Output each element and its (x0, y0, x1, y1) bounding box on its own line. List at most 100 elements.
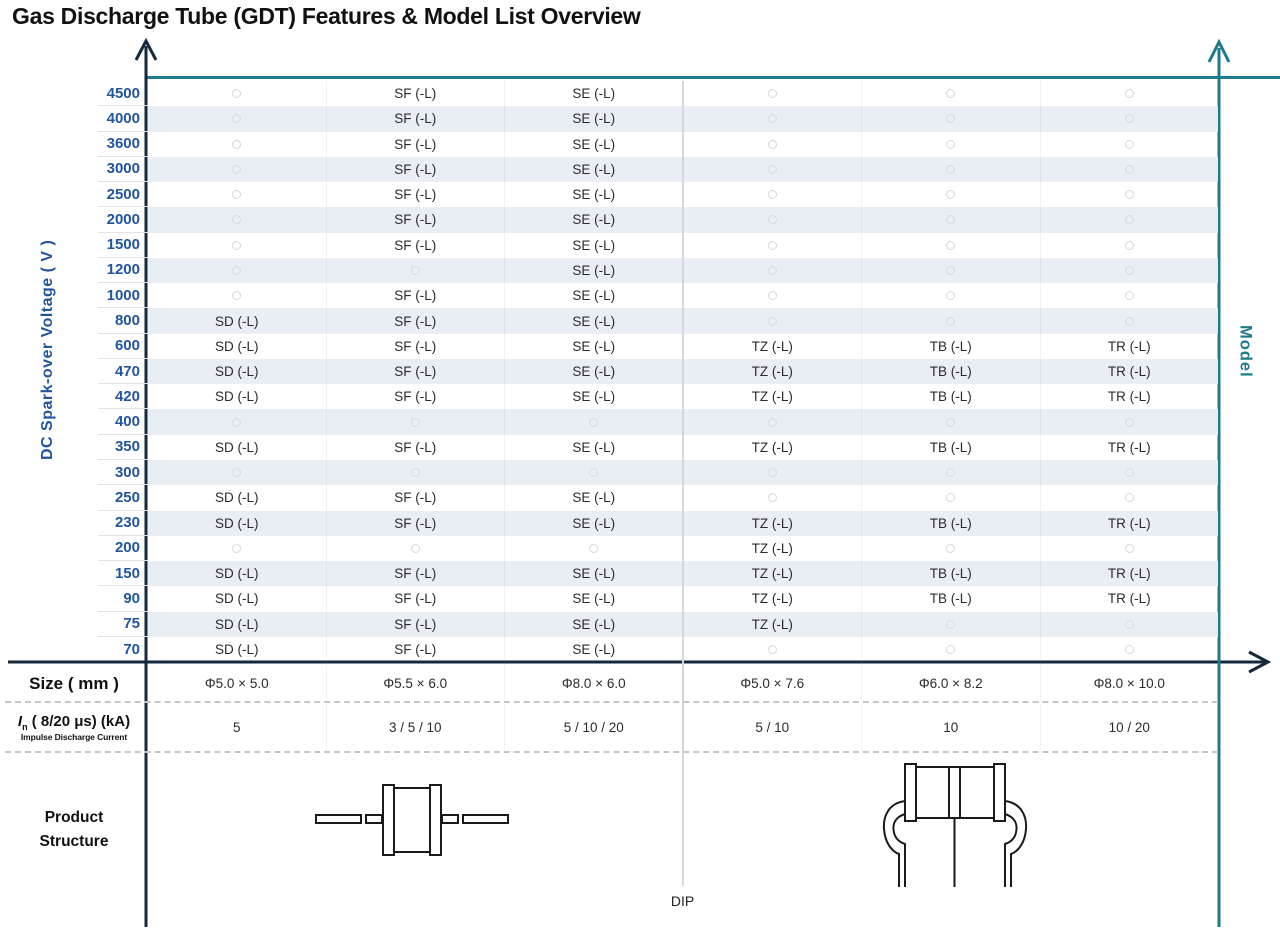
model-cell: TR (-L) (1107, 515, 1151, 531)
empty-cell (148, 207, 327, 233)
model-cell: SD (-L) (148, 434, 327, 460)
voltage-tick-label: 3600 (98, 132, 148, 157)
top-rule (146, 76, 1280, 79)
empty-circle-icon (1124, 543, 1134, 553)
table-row: 800 SD (-L) SF (-L) SE (-L) (98, 308, 1218, 334)
model-cell: SE (-L) (505, 106, 684, 132)
voltage-tick-label: 800 (98, 308, 148, 334)
row-cells: SD (-L) SF (-L) SE (-L) TZ (-L) TB (-L) TR (-… (148, 384, 1218, 410)
empty-circle-icon (767, 139, 777, 149)
page-title: Gas Discharge Tube (GDT) Features & Mode… (12, 3, 641, 29)
empty-circle-icon (767, 493, 777, 503)
empty-circle-icon (946, 215, 956, 225)
model-cell: SE (-L) (505, 561, 684, 587)
row-cells: SD (-L) SF (-L) SE (-L) TZ (-L) TB (-L) TR (-… (148, 333, 1218, 359)
row-cells: TZ (-L) (148, 535, 1218, 562)
model-cell: SD (-L) (148, 561, 327, 587)
empty-cell (684, 182, 862, 208)
empty-cell (684, 106, 862, 132)
package-type-label: DIP (670, 893, 695, 909)
table-row: 600 SD (-L) SF (-L) SE (-L) TZ (-L) TB (-L) TR… (98, 333, 1218, 359)
row-cells: SF (-L) SE (-L) (148, 81, 1218, 107)
voltage-tick-label: 2500 (98, 182, 148, 208)
empty-cell (684, 156, 862, 183)
empty-circle-icon (946, 265, 956, 275)
empty-cell (684, 207, 862, 233)
model-cell: TB (-L) (862, 434, 1041, 460)
empty-circle-icon (1124, 417, 1134, 427)
empty-cell (148, 283, 327, 309)
row-cells: SD (-L) SF (-L) SE (-L) TZ (-L) TB (-L) TR (-… (148, 586, 1218, 612)
table-row: 470 SD (-L) SF (-L) SE (-L) TZ (-L) TB (-L) TR… (98, 358, 1218, 385)
model-cell: TZ (-L) (684, 384, 862, 410)
model-cell: SF (-L) (327, 131, 505, 157)
empty-cell (684, 636, 862, 663)
empty-circle-icon (946, 417, 956, 427)
model-cell: TR (-L) (1107, 364, 1151, 380)
row-cells: SD (-L) SF (-L) SE (-L) (148, 636, 1218, 663)
voltage-tick-label: 1200 (98, 258, 148, 284)
row-cells: SD (-L) SF (-L) SE (-L) (148, 485, 1219, 511)
empty-cell (862, 485, 1041, 511)
y-axis-title: DC Spark-over Voltage ( V ) (39, 239, 56, 461)
table-row: 90 SD (-L) SF (-L) SE (-L) TZ (-L) TB (-L) TR … (98, 586, 1218, 612)
current-value: 5 / 10 (684, 704, 862, 751)
current-value: 5 / 10 / 20 (505, 704, 684, 751)
empty-circle-icon (1124, 619, 1134, 629)
empty-circle-icon (946, 164, 956, 174)
empty-circle-icon (1124, 164, 1134, 174)
table-row: 3600 SF (-L) SE (-L) (98, 131, 1218, 157)
model-cell: TB (-L) (862, 510, 1041, 536)
model-cell: SE (-L) (505, 485, 684, 511)
empty-cell (148, 131, 327, 157)
model-cell: TR (-L) (1107, 439, 1151, 455)
empty-circle-icon (767, 89, 777, 99)
impulse-current-row: In ( 8/20 μs) (kA) Impulse Discharge Cur… (0, 704, 1218, 751)
model-cell: SF (-L) (327, 434, 505, 460)
table-row: 250 SD (-L) SF (-L) SE (-L) (98, 485, 1219, 511)
voltage-tick-label: 150 (98, 561, 148, 587)
model-cell: TB (-L) (862, 561, 1041, 587)
model-cell: SF (-L) (327, 561, 505, 587)
empty-cell (148, 156, 327, 183)
empty-cell (327, 257, 505, 284)
table-row: 3000 SF (-L) SE (-L) (98, 156, 1218, 183)
empty-circle-icon (589, 417, 599, 427)
empty-cell (862, 308, 1041, 334)
table-row: 420 SD (-L) SF (-L) SE (-L) TZ (-L) TB (-L) TR… (98, 384, 1218, 410)
model-cell: TZ (-L) (684, 611, 862, 637)
empty-cell (1041, 207, 1219, 232)
model-cell: SF (-L) (327, 283, 505, 309)
model-cell: SF (-L) (327, 232, 505, 258)
empty-cell (862, 81, 1041, 107)
table-row: 300 (98, 459, 1218, 486)
empty-cell (505, 409, 684, 435)
size-value: Φ5.0 × 7.6 (684, 665, 862, 702)
model-cell: SF (-L) (327, 182, 505, 208)
table-row: 150 SD (-L) SF (-L) SE (-L) TZ (-L) TB (-L) TR… (98, 561, 1218, 587)
model-cell: SE (-L) (505, 636, 684, 663)
model-cell: SE (-L) (505, 611, 684, 637)
model-cell: SD (-L) (148, 485, 327, 511)
empty-circle-icon (589, 543, 599, 553)
empty-circle-icon (946, 644, 956, 654)
table-row: 75 SD (-L) SF (-L) SE (-L) TZ (-L) (98, 611, 1218, 637)
empty-cell (862, 182, 1041, 208)
model-cell: TZ (-L) (684, 333, 862, 359)
size-value: Φ8.0 × 10.0 (1093, 676, 1165, 691)
model-cell: SE (-L) (505, 586, 684, 612)
empty-cell (1041, 409, 1219, 434)
empty-cell (1041, 485, 1219, 510)
voltage-tick-label: 2000 (98, 207, 148, 233)
voltage-tick-label: 70 (123, 640, 140, 658)
row-cells: SD (-L) SF (-L) SE (-L) TZ (-L) TB (-L) TR (-… (148, 434, 1218, 460)
model-cell: SF (-L) (327, 156, 505, 183)
row-cells: SF (-L) SE (-L) (148, 182, 1218, 208)
model-cell: SF (-L) (327, 308, 505, 334)
empty-cell (684, 485, 862, 511)
empty-cell (1041, 283, 1219, 308)
table-row: 350 SD (-L) SF (-L) SE (-L) TZ (-L) TB (-L) TR… (98, 434, 1218, 460)
empty-circle-icon (946, 619, 956, 629)
empty-circle-icon (232, 89, 242, 99)
